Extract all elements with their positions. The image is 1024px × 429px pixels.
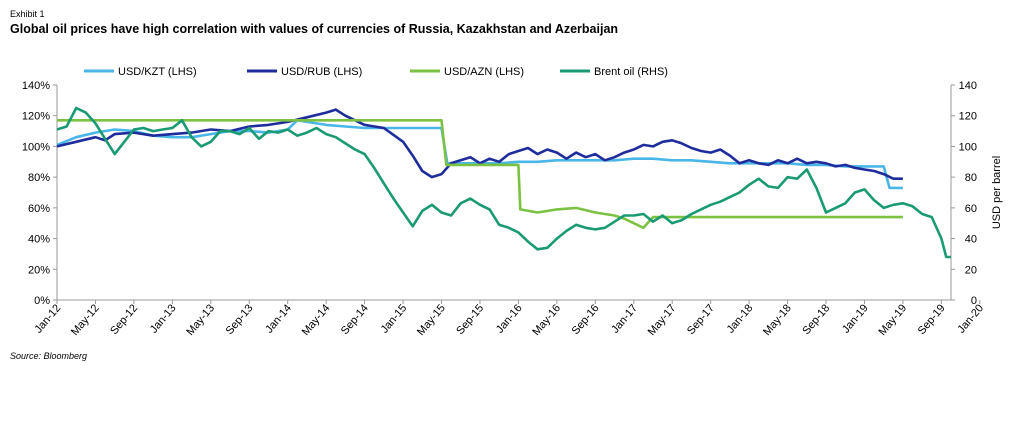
y-right-tick-label: 100 — [959, 141, 977, 153]
y-right-tick-label: 0 — [971, 295, 977, 307]
x-tick-label: Sep-15 — [454, 302, 486, 337]
source-note: Source: Bloomberg — [10, 351, 88, 361]
series-line-2 — [56, 108, 903, 180]
legend: USD/KZT (LHS) USD/RUB (LHS) USD/AZN (LHS) B… — [84, 66, 668, 78]
series-line-4 — [56, 106, 951, 259]
x-tick-label: Jan-20 — [955, 302, 986, 335]
x-tick-label: Jan-14 — [263, 302, 294, 335]
x-tick-label: Jan-19 — [840, 302, 871, 335]
x-tick-label: May-17 — [646, 302, 679, 338]
x-tick-label: May-16 — [530, 302, 563, 338]
x-tick-label: May-15 — [415, 302, 448, 338]
x-tick-label: May-14 — [300, 302, 333, 338]
y-right-tick-label: 80 — [965, 172, 977, 184]
x-tick-label: Jan-17 — [609, 302, 640, 335]
x-tick-label: Jan-15 — [379, 302, 410, 335]
legend-label: Brent oil (RHS) — [594, 66, 668, 78]
x-tick-label: Sep-19 — [916, 302, 948, 337]
x-tick-label: Jan-13 — [148, 302, 179, 335]
y-right-tick-label: 60 — [965, 203, 977, 215]
x-tick-label: May-13 — [184, 302, 217, 338]
y-right-tick-label: 40 — [965, 234, 977, 246]
y-right-tick-label: 20 — [965, 264, 977, 276]
y-right-axis-title: USD per barrel — [991, 156, 1003, 229]
x-tick-label: Jan-12 — [32, 302, 63, 335]
x-tick-label: Sep-16 — [570, 302, 602, 337]
x-tick-label: May-18 — [761, 302, 794, 338]
y-left-tick-label: 140% — [22, 80, 50, 92]
chart-title: Global oil prices have high correlation … — [10, 22, 619, 36]
x-tick-label: Sep-17 — [685, 302, 717, 337]
x-tick-label: Sep-18 — [800, 302, 832, 337]
y-left-tick-label: 40% — [28, 234, 50, 246]
y-right-tick-label: 140 — [959, 80, 977, 92]
y-right-tick-label: 120 — [959, 111, 977, 123]
x-tick-label: Jan-16 — [494, 302, 525, 335]
series-line-1 — [56, 119, 903, 190]
legend-label: USD/KZT (LHS) — [118, 66, 197, 78]
x-tick-label: May-12 — [69, 302, 102, 338]
y-left-tick-label: 120% — [22, 111, 50, 123]
exhibit-label: Exhibit 1 — [10, 9, 45, 19]
x-tick-label: May-19 — [876, 302, 909, 338]
y-left-tick-label: 20% — [28, 264, 50, 276]
x-tick-label: Jan-18 — [725, 302, 756, 335]
y-left-tick-label: 60% — [28, 203, 50, 215]
y-left-tick-label: 80% — [28, 172, 50, 184]
series-line-3 — [57, 119, 903, 230]
legend-label: USD/AZN (LHS) — [444, 66, 524, 78]
chart-area: USD/KZT (LHS) USD/RUB (LHS) USD/AZN (LHS) B… — [22, 66, 1003, 338]
x-tick-label: Sep-12 — [108, 302, 140, 337]
x-tick-label: Sep-13 — [224, 302, 256, 337]
y-left-tick-label: 0% — [34, 295, 50, 307]
plot-lines — [56, 106, 951, 259]
y-left-tick-label: 100% — [22, 141, 50, 153]
legend-label: USD/RUB (LHS) — [281, 66, 362, 78]
axes: 0% 20% 40% 60% 80% 100% 120% 140% 0 20 40 60 80 100 12… — [22, 80, 1003, 338]
x-tick-label: Sep-14 — [339, 302, 371, 337]
